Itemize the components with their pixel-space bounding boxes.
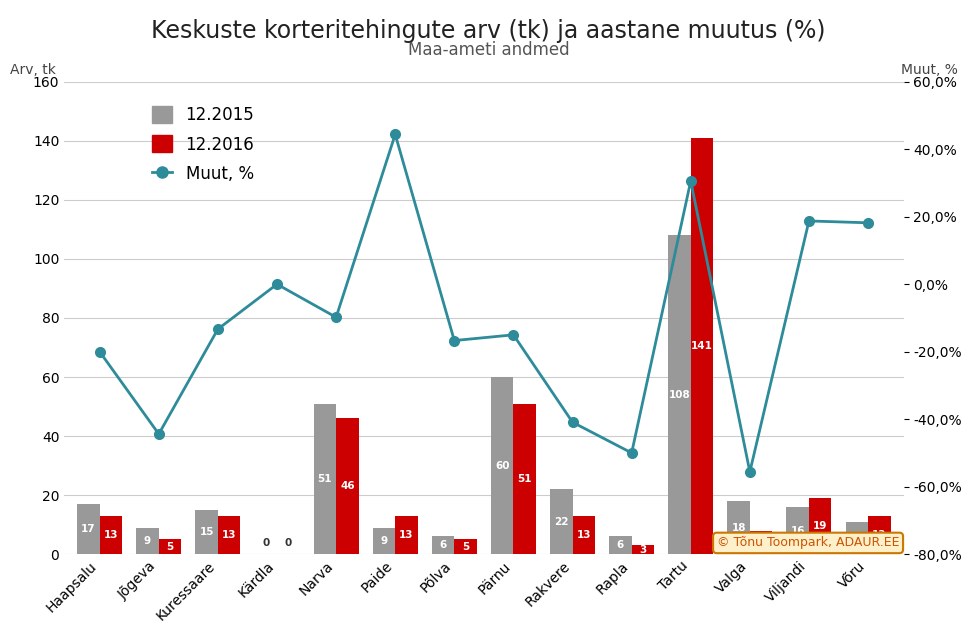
Text: 15: 15 xyxy=(199,527,214,537)
Text: 6: 6 xyxy=(616,540,624,551)
Bar xyxy=(868,516,890,554)
Text: 51: 51 xyxy=(518,474,531,484)
Text: 46: 46 xyxy=(340,481,355,491)
Muut, % xyxy=(685,177,697,185)
Muut, % xyxy=(94,348,106,355)
Muut, % xyxy=(330,313,342,321)
Text: 9: 9 xyxy=(144,536,151,546)
Text: 8: 8 xyxy=(757,537,765,547)
Text: Keskuste korteritehingute arv (tk) ja aastane muutus (%): Keskuste korteritehingute arv (tk) ja aa… xyxy=(151,19,826,43)
Text: © Tõnu Toompark, ADAUR.EE: © Tõnu Toompark, ADAUR.EE xyxy=(717,537,900,549)
Text: 141: 141 xyxy=(691,341,713,351)
Bar xyxy=(786,507,809,554)
Bar xyxy=(77,504,100,554)
Muut, % xyxy=(508,331,520,339)
Bar xyxy=(373,528,396,554)
Bar xyxy=(336,419,359,554)
Bar xyxy=(809,498,831,554)
Bar xyxy=(750,531,772,554)
Text: 22: 22 xyxy=(554,517,569,527)
Text: 60: 60 xyxy=(495,461,509,471)
Text: 18: 18 xyxy=(732,523,745,533)
Text: 5: 5 xyxy=(166,542,174,552)
Bar xyxy=(432,537,454,554)
Legend: 12.2015, 12.2016, Muut, %: 12.2015, 12.2016, Muut, % xyxy=(144,97,263,191)
Bar xyxy=(668,235,691,554)
Text: 9: 9 xyxy=(380,536,388,546)
Bar xyxy=(728,501,750,554)
Text: Maa-ameti andmed: Maa-ameti andmed xyxy=(407,41,570,59)
Muut, % xyxy=(626,449,638,457)
Text: 0: 0 xyxy=(262,538,270,548)
Text: 11: 11 xyxy=(850,533,864,543)
Text: Muut, %: Muut, % xyxy=(901,63,958,77)
Bar xyxy=(573,516,595,554)
Bar xyxy=(218,516,240,554)
Text: Arv, tk: Arv, tk xyxy=(10,63,56,77)
Bar xyxy=(632,545,654,554)
Bar xyxy=(610,537,632,554)
Text: 16: 16 xyxy=(790,526,805,535)
Text: 13: 13 xyxy=(222,530,236,540)
Muut, % xyxy=(744,468,756,476)
Muut, % xyxy=(390,131,402,138)
Muut, % xyxy=(448,337,460,345)
Bar xyxy=(691,138,713,554)
Text: 6: 6 xyxy=(440,540,446,551)
Muut, % xyxy=(212,325,224,333)
Text: 13: 13 xyxy=(104,530,118,540)
Text: 3: 3 xyxy=(639,545,647,554)
Bar xyxy=(100,516,122,554)
Bar xyxy=(314,404,336,554)
Text: 19: 19 xyxy=(813,521,828,531)
Line: Muut, %: Muut, % xyxy=(94,129,873,477)
Text: 51: 51 xyxy=(318,474,332,484)
Muut, % xyxy=(862,219,873,226)
Text: 13: 13 xyxy=(400,530,413,540)
Muut, % xyxy=(803,217,815,225)
Bar xyxy=(846,522,868,554)
Bar xyxy=(137,528,159,554)
Text: 0: 0 xyxy=(284,538,292,548)
Bar xyxy=(454,539,477,554)
Text: 5: 5 xyxy=(462,542,469,552)
Bar xyxy=(195,510,218,554)
Text: 108: 108 xyxy=(668,390,691,400)
Bar xyxy=(396,516,418,554)
Bar xyxy=(491,377,514,554)
Bar xyxy=(159,539,182,554)
Bar xyxy=(514,404,536,554)
Bar xyxy=(550,489,573,554)
Text: 13: 13 xyxy=(576,530,591,540)
Text: 17: 17 xyxy=(81,524,96,534)
Muut, % xyxy=(272,280,283,288)
Text: 13: 13 xyxy=(872,530,886,540)
Muut, % xyxy=(153,430,165,438)
Muut, % xyxy=(567,419,578,426)
